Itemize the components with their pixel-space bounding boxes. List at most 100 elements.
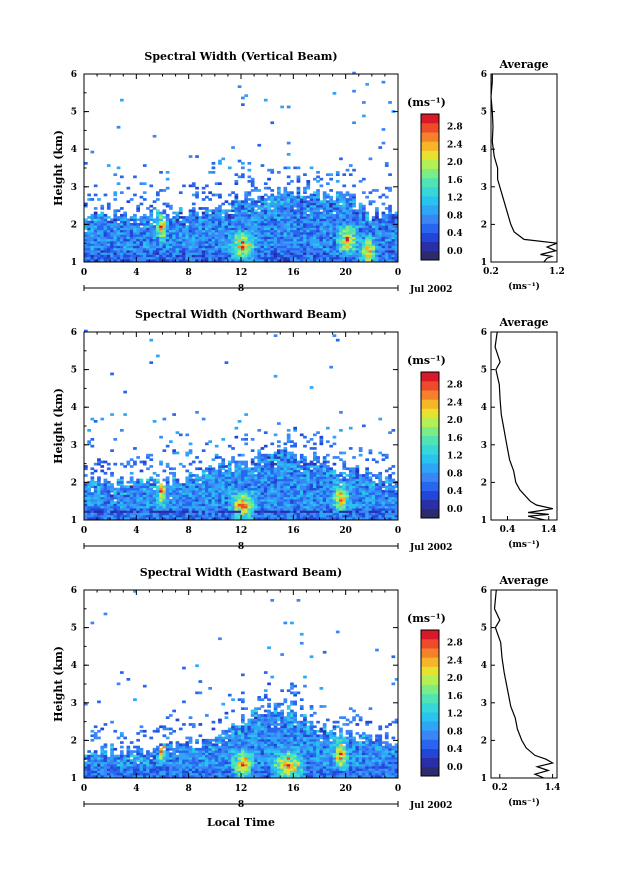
heatmap-cell [322,198,327,201]
heatmap-cell [368,514,373,518]
heatmap-cell [283,471,288,475]
heatmap-cell [178,492,183,495]
heatmap-cell [352,229,356,233]
heatmap-cell [234,435,239,439]
heatmap-cell [309,483,314,486]
heatmap-cell [162,485,167,489]
heatmap-cell [241,207,245,210]
heatmap-cell [237,508,242,511]
heatmap-cell [263,222,268,226]
heatmap-cell [139,220,144,224]
heatmap-cell [309,494,314,498]
heatmap-cell [299,467,304,471]
heatmap-cell [270,234,275,237]
heatmap-cell [116,245,121,249]
heatmap-cell [263,503,268,507]
heatmap-cell [159,460,163,464]
heatmap-cell [152,478,157,482]
heatmap-cell [231,236,235,240]
heatmap-cell [342,193,347,197]
heatmap-cell [191,508,196,511]
heatmap-cell [205,485,209,489]
heatmap-cell [355,240,360,244]
heatmap-cell [365,220,369,224]
heatmap-cell [221,250,226,253]
heatmap-cell [257,453,262,457]
heatmap-cell [362,207,366,210]
heatmap-cell [205,234,209,237]
heatmap-cell [254,211,258,215]
heatmap-cell [175,222,180,226]
heatmap-cell [175,227,180,231]
heatmap-cell [172,503,176,507]
heatmap-cell [234,489,239,493]
heatmap-cell [133,517,137,520]
heatmap-cell [368,256,373,260]
heatmap-cell [260,492,265,495]
heatmap-cell [352,243,356,246]
heatmap-cell [329,365,333,369]
heatmap-cell [348,256,353,260]
heatmap-cell [329,501,333,504]
heatmap-cell [146,218,150,222]
heatmap-cell [260,517,265,520]
heatmap-cell [97,225,101,228]
heatmap-cell [365,218,369,222]
heatmap-cell [250,247,255,251]
heatmap-cell [250,517,255,520]
heatmap-cell [322,225,327,228]
heatmap-cell [106,489,111,493]
heatmap-cell [384,517,389,520]
heatmap-cell [342,460,347,464]
heatmap-cell [97,222,101,226]
heatmap-cell [303,498,307,502]
heatmap-cell [263,200,268,203]
heatmap-cell [244,220,248,224]
heatmap-cell [227,236,232,240]
heatmap-cell [348,501,353,504]
heatmap-cell [329,467,333,471]
heatmap-cell [165,218,170,222]
heatmap-cell [191,222,196,226]
heatmap-cell [313,451,317,455]
heatmap-cell [175,505,180,509]
heatmap-cell [208,517,212,520]
heatmap-cell [322,512,327,516]
heatmap-cell [270,485,275,489]
heatmap-cell [267,462,271,466]
heatmap-cell [159,213,163,217]
heatmap-cell [139,245,144,249]
heatmap-cell [257,485,262,489]
heatmap-cell [339,200,343,203]
heatmap-cell [191,182,196,185]
heatmap-cell [224,200,229,203]
heatmap-cell [391,256,396,260]
heatmap-cell [129,480,134,484]
heatmap-cell [270,462,275,466]
heatmap-cell [283,234,288,237]
heatmap-cell [348,207,353,210]
heatmap-cell [303,240,307,244]
heatmap-cell [299,474,304,477]
heatmap-cell [270,252,275,255]
heatmap-cell [84,252,88,255]
heatmap-cell [368,245,373,249]
heatmap-cell [313,489,317,493]
heatmap-cell [345,234,350,237]
heatmap-cell [103,252,108,255]
heatmap-cell [306,480,311,484]
heatmap-cell [241,96,245,100]
heatmap-cell [172,517,176,520]
heatmap-cell [178,216,183,219]
heatmap-cell [208,218,212,222]
heatmap-cell [273,483,278,486]
heatmap-cell [152,471,157,475]
heatmap-cell [90,471,95,475]
heatmap-cell [172,247,176,251]
heatmap-cell [146,496,150,500]
heatmap-cell [391,514,396,518]
heatmap-cell [123,245,127,249]
heatmap-cell [231,209,235,213]
heatmap-cell [241,211,245,215]
heatmap-cell [93,462,98,466]
